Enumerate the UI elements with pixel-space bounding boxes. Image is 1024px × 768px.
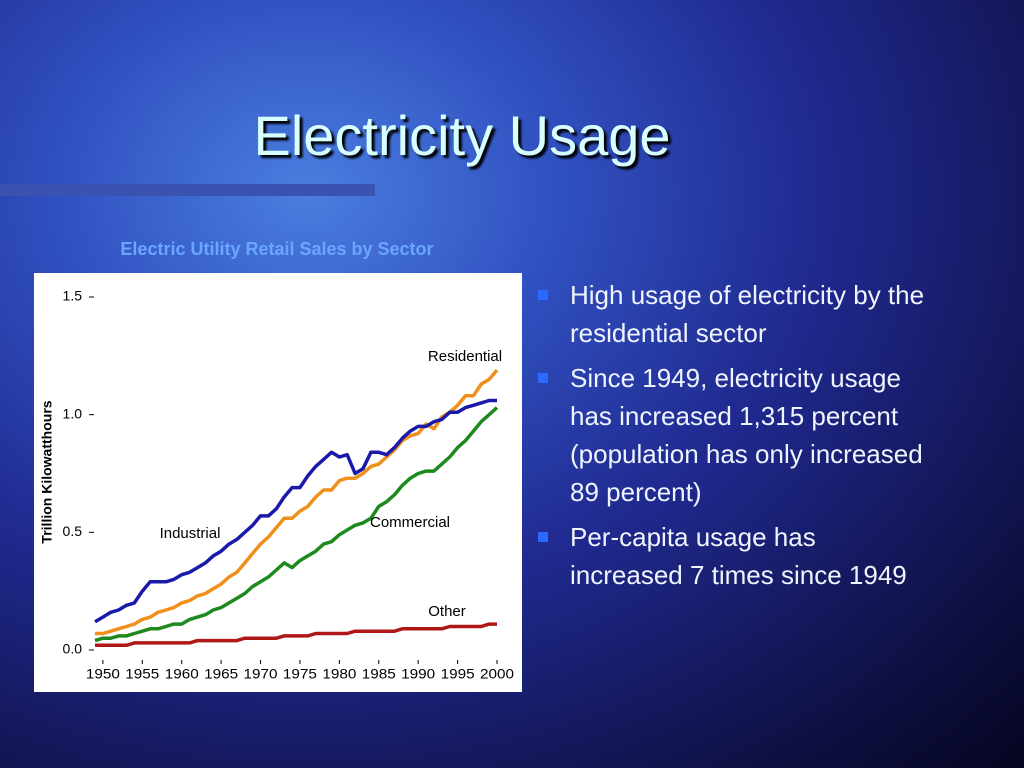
series-line [95,622,497,648]
bullet-item: High usage of electricity by the residen… [538,276,928,352]
bullet-item: Since 1949, electricity usage has increa… [538,359,928,511]
y-tick-label: 0.0 [63,641,83,657]
x-tick-label: 1970 [244,666,278,682]
x-tick-label: 1995 [441,666,475,682]
bullet-item: Per-capita usage has increased 7 times s… [538,518,928,594]
bullet-marker [538,532,548,542]
x-tick-label: 1985 [362,666,396,682]
bullet-marker [538,290,548,300]
x-tick-label: 1950 [86,666,120,682]
y-axis-label: Trillion Kilowatthours [39,400,55,543]
series-line [95,368,499,636]
x-tick-label: 2000 [480,666,514,682]
bullet-marker [538,373,548,383]
series-label: Commercial [370,514,450,531]
series-label: Other [428,603,466,620]
series-label: Industrial [160,525,221,542]
x-tick-label: 1965 [204,666,238,682]
series-line [94,398,497,624]
x-tick-label: 1975 [283,666,317,682]
chart-background [34,273,522,692]
y-tick-label: 0.5 [63,523,83,539]
x-tick-label: 1960 [165,666,199,682]
bullet-text: Since 1949, electricity usage has increa… [570,363,923,507]
y-tick-label: 1.0 [63,405,83,421]
slide-title: Electricity Usage [253,104,670,167]
x-tick-label: 1980 [322,666,356,682]
series-label: Residential [428,348,502,365]
y-tick-label: 1.5 [63,288,83,304]
title-bar [0,184,375,196]
x-tick-label: 1990 [401,666,435,682]
x-tick-label: 1955 [125,666,159,682]
bullet-text: Per-capita usage has increased 7 times s… [570,522,907,590]
bullet-text: High usage of electricity by the residen… [570,280,925,348]
bullet-list: High usage of electricity by the residen… [538,276,928,601]
series-line [94,406,499,643]
chart-title: Electric Utility Retail Sales by Sector [120,239,433,259]
